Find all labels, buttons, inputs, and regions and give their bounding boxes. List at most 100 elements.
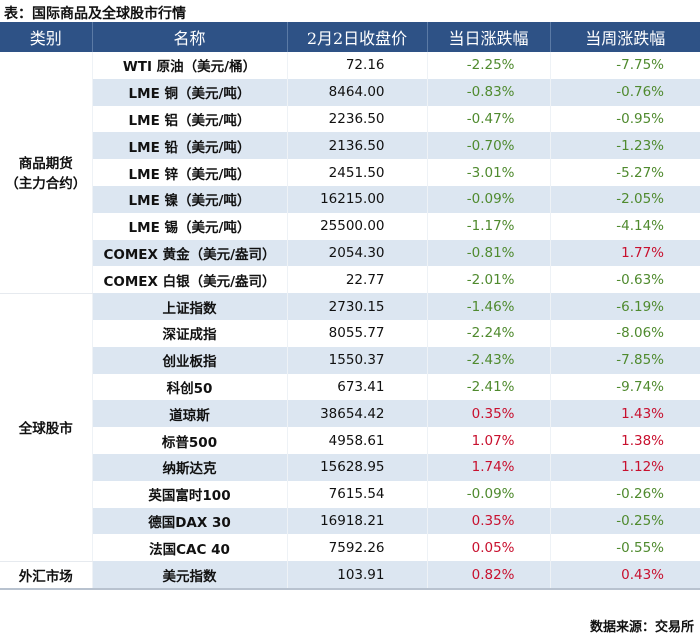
price-cell: 1550.37	[287, 346, 428, 374]
day-change-cell: 0.35%	[427, 507, 551, 535]
data-source: 数据来源：交易所	[589, 620, 694, 635]
day-change-cell: -0.09%	[427, 185, 551, 213]
name-cell: 道琼斯	[92, 400, 288, 428]
day-change-cell: 1.07%	[427, 427, 551, 454]
category-cell: 商品期货 （主力合约）	[0, 52, 93, 294]
price-cell: 7592.26	[287, 534, 428, 562]
week-change-cell: -9.74%	[616, 378, 664, 395]
name-cell: COMEX 白银（美元/盎司）	[92, 266, 288, 294]
week-change-cell: -7.75%	[616, 57, 664, 74]
week-change-cell: 0.43%	[550, 561, 700, 591]
name-cell: 纳斯达克	[92, 453, 288, 481]
table-row: COMEX 黄金（美元/盎司） 2054.30 -0.81% 1.77%	[0, 239, 700, 267]
price-cell: 103.91	[287, 561, 428, 591]
table-row: 标普500 4958.61 1.07% 1.38%	[0, 427, 700, 454]
day-change-cell: -0.83%	[427, 78, 551, 106]
table-row: 科创50 673.41 -2.41% -9.74%	[0, 373, 700, 401]
table-row: LME 锌（美元/吨） 2451.50 -3.01% -5.27%	[0, 159, 700, 186]
name-cell: LME 锌（美元/吨）	[92, 159, 288, 186]
week-change-cell: -6.19%	[550, 293, 700, 320]
table-row: 法国CAC 40 7592.26 0.05% -0.55%	[0, 534, 700, 562]
market-table: 类别 名称 2月2日收盘价 当日涨跌幅 当周涨跌幅 商品期货 （主力合约） WTI …	[0, 22, 700, 591]
price-cell: 16918.21	[287, 507, 428, 535]
category-cell: 全球股市	[0, 293, 93, 562]
week-change-cell: -4.14%	[616, 218, 664, 235]
table-row: 道琼斯 38654.42 0.35% 1.43%	[0, 400, 700, 428]
name-cell: 英国富时100	[92, 480, 288, 508]
day-change-cell: 0.35%	[427, 400, 551, 428]
price-cell: 673.41	[287, 373, 428, 401]
day-change-cell: -2.43%	[427, 346, 551, 374]
week-change-cell: -1.23%	[550, 132, 700, 160]
day-change-cell: -1.46%	[427, 293, 551, 320]
name-cell: 德国DAX 30	[92, 507, 288, 535]
table-row: 全球股市 上证指数 2730.15 -1.46% -6.19%	[0, 293, 700, 562]
week-change-cell: -8.06%	[616, 325, 664, 342]
price-cell: 15628.95	[287, 453, 428, 481]
day-change-cell: -2.24%	[427, 319, 551, 347]
name-cell: LME 铝（美元/吨）	[92, 105, 288, 133]
table-row: 外汇市场 美元指数 103.91 0.82% 0.43%	[0, 561, 700, 591]
name-cell: 上证指数	[92, 293, 288, 320]
name-cell: LME 铜（美元/吨）	[92, 78, 288, 106]
table-row: 创业板指 1550.37 -2.43% -7.85%	[0, 346, 700, 374]
day-change-cell: -1.17%	[427, 212, 551, 240]
name-cell: 深证成指	[92, 319, 288, 347]
price-cell: 22.77	[287, 266, 428, 294]
table-row: LME 铝（美元/吨） 2236.50 -0.47% -0.95%	[0, 105, 700, 133]
price-cell: 38654.42	[287, 400, 428, 428]
price-cell: 2451.50	[287, 159, 428, 186]
table-row: LME 铅（美元/吨） 2136.50 -0.70% -1.23%	[0, 132, 700, 160]
table-row: 德国DAX 30 16918.21 0.35% -0.25%	[0, 507, 700, 535]
name-cell: 法国CAC 40	[92, 534, 288, 562]
table-row: LME 铜（美元/吨） 8464.00 -0.83% -0.76%	[0, 78, 700, 106]
category-cell: 外汇市场	[0, 561, 93, 591]
table-row: 商品期货 （主力合约） WTI 原油（美元/桶） 72.16 -2.25% -7.75%	[0, 52, 700, 294]
name-cell: COMEX 黄金（美元/盎司）	[92, 239, 288, 267]
day-change-cell: 0.82%	[427, 561, 551, 591]
price-cell: 8464.00	[287, 78, 428, 106]
table-row: COMEX 白银（美元/盎司） 22.77 -2.01% -0.63%	[0, 266, 700, 294]
week-change-cell: -2.05%	[550, 185, 700, 213]
week-change-cell: -0.95%	[616, 110, 664, 127]
table-row: LME 锡（美元/吨） 25500.00 -1.17% -4.14%	[0, 212, 700, 240]
day-change-cell: 0.05%	[427, 534, 551, 562]
name-cell: 美元指数	[92, 561, 288, 591]
day-change-cell: -2.41%	[427, 373, 551, 401]
week-change-cell: 1.38%	[621, 432, 664, 449]
price-cell: 2236.50	[287, 105, 428, 133]
header-week-change: 当周涨跌幅	[550, 22, 700, 52]
day-change-cell: -2.01%	[427, 266, 551, 294]
week-change-cell: -0.76%	[550, 78, 700, 106]
price-cell: 2730.15	[287, 293, 428, 320]
name-cell: 标普500	[92, 427, 288, 454]
day-change-cell: -0.81%	[427, 239, 551, 267]
day-change-cell: -0.70%	[427, 132, 551, 160]
name-cell: 科创50	[92, 373, 288, 401]
name-cell: LME 铅（美元/吨）	[92, 132, 288, 160]
week-change-cell: -0.63%	[616, 271, 664, 288]
table-row: 纳斯达克 15628.95 1.74% 1.12%	[0, 453, 700, 481]
table-row: 英国富时100 7615.54 -0.09% -0.26%	[0, 480, 700, 508]
table-row: LME 镍（美元/吨） 16215.00 -0.09% -2.05%	[0, 185, 700, 213]
week-change-cell: 1.77%	[550, 239, 700, 267]
price-cell: 8055.77	[287, 319, 428, 347]
price-cell: 16215.00	[287, 185, 428, 213]
week-change-cell: -7.85%	[550, 346, 700, 374]
header-day-change: 当日涨跌幅	[427, 22, 551, 52]
name-cell: 创业板指	[92, 346, 288, 374]
week-change-cell: -5.27%	[616, 164, 664, 181]
day-change-cell: -3.01%	[427, 159, 551, 186]
header-category: 类别	[0, 22, 93, 52]
price-cell: 25500.00	[287, 212, 428, 240]
week-change-cell: -0.26%	[616, 486, 664, 503]
price-cell: 2136.50	[287, 132, 428, 160]
week-change-cell: -0.25%	[550, 507, 700, 535]
price-cell: 7615.54	[287, 480, 428, 508]
table-row: 深证成指 8055.77 -2.24% -8.06%	[0, 319, 700, 347]
name-cell: LME 锡（美元/吨）	[92, 212, 288, 240]
table-title: 表：国际商品及全球股市行情	[4, 6, 186, 22]
week-change-cell: 1.43%	[550, 400, 700, 428]
day-change-cell: -0.47%	[427, 105, 551, 133]
week-change-cell: -0.55%	[616, 539, 664, 556]
